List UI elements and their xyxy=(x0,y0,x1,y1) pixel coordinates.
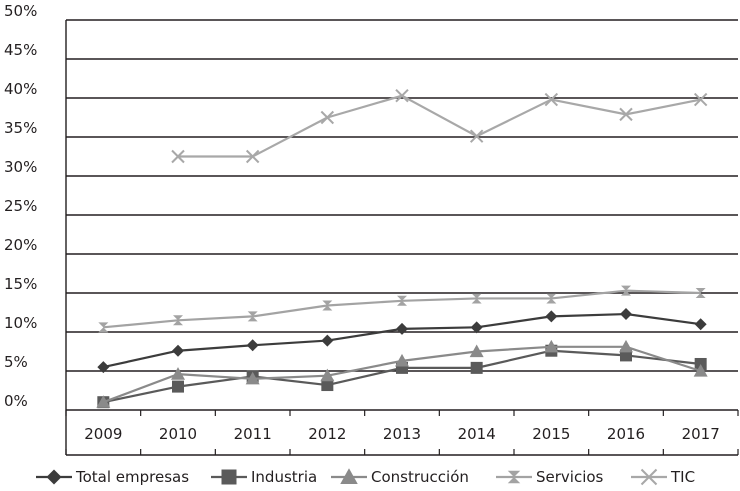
legend-label: TIC xyxy=(670,468,695,486)
data-point xyxy=(247,311,258,322)
data-point xyxy=(694,318,707,331)
legend-item: Industria xyxy=(211,468,317,486)
y-tick-label: 25% xyxy=(4,197,37,215)
x-tick-label: 2011 xyxy=(234,425,272,443)
legend-item: TIC xyxy=(631,468,695,486)
data-point xyxy=(321,334,334,347)
data-point xyxy=(470,361,483,374)
data-point xyxy=(471,293,482,304)
legend-marker xyxy=(507,470,521,484)
legend-label: Construcción xyxy=(371,468,469,486)
data-point xyxy=(171,367,185,380)
data-point xyxy=(693,92,708,107)
y-tick-label: 50% xyxy=(4,2,37,20)
y-tick-label: 20% xyxy=(4,236,37,254)
x-tick-label: 2009 xyxy=(84,425,122,443)
legend-label: Total empresas xyxy=(75,468,189,486)
data-point xyxy=(245,371,260,385)
legend-marker xyxy=(640,468,658,486)
data-point xyxy=(321,379,334,392)
y-tick-label: 0% xyxy=(4,392,28,410)
data-point xyxy=(172,380,184,393)
data-point xyxy=(97,361,110,374)
legend-marker xyxy=(221,469,237,485)
data-point xyxy=(469,344,484,358)
x-tick-label: 2017 xyxy=(682,425,720,443)
y-tick-label: 5% xyxy=(4,353,28,371)
legend-item: Total empresas xyxy=(36,468,189,486)
x-tick-label: 2014 xyxy=(458,425,496,443)
axes xyxy=(65,20,738,456)
y-tick-label: 35% xyxy=(4,119,37,137)
data-point xyxy=(619,339,633,353)
legend: Total empresas Industria Construcción Servi… xyxy=(36,468,695,486)
data-point xyxy=(397,295,407,306)
data-point xyxy=(171,149,185,164)
data-point xyxy=(694,357,707,370)
x-tick-label: 2016 xyxy=(607,425,645,443)
data-point xyxy=(546,293,557,304)
y-tick-label: 45% xyxy=(4,41,37,59)
y-tick-label: 15% xyxy=(4,275,37,293)
data-point xyxy=(322,300,333,311)
data-point xyxy=(693,364,708,377)
gridlines xyxy=(66,19,738,372)
data-point xyxy=(544,92,559,107)
data-point xyxy=(470,321,483,334)
data-point xyxy=(98,322,109,333)
data-point xyxy=(396,322,408,335)
data-point xyxy=(544,339,559,353)
y-tick-label: 40% xyxy=(4,80,37,98)
data-point xyxy=(469,129,484,143)
data-point xyxy=(695,288,706,298)
data-point xyxy=(320,368,335,382)
legend-marker xyxy=(46,469,62,485)
x-tick-label: 2012 xyxy=(308,425,346,443)
y-axis-ticks: 0% 5% 10% 15% 20% 25% 30% 35% 40% 45% 50% xyxy=(4,2,37,410)
data-point xyxy=(245,149,260,164)
series-line-4 xyxy=(178,94,701,158)
y-tick-label: 30% xyxy=(4,158,37,176)
legend-item: Construcción xyxy=(331,468,469,486)
legend-item: Servicios xyxy=(496,468,604,486)
data-point xyxy=(621,285,631,296)
series-group xyxy=(96,88,708,409)
x-tick-label: 2015 xyxy=(532,425,570,443)
data-point xyxy=(172,344,184,357)
data-point xyxy=(246,339,259,352)
data-point xyxy=(320,110,335,125)
legend-label: Servicios xyxy=(536,468,604,486)
data-point xyxy=(620,308,632,321)
data-point xyxy=(545,310,558,323)
data-point xyxy=(619,107,633,122)
legend-marker xyxy=(340,468,358,484)
data-point xyxy=(96,395,111,408)
y-tick-label: 10% xyxy=(4,314,37,332)
data-point xyxy=(173,315,183,326)
data-point xyxy=(395,353,409,367)
data-point xyxy=(395,88,409,103)
x-axis-ticks: 2009 2010 2011 2012 2013 2014 2015 2016 2017 xyxy=(65,410,739,455)
x-tick-label: 2013 xyxy=(383,425,421,443)
x-tick-label: 2010 xyxy=(159,425,197,443)
legend-label: Industria xyxy=(251,468,317,486)
